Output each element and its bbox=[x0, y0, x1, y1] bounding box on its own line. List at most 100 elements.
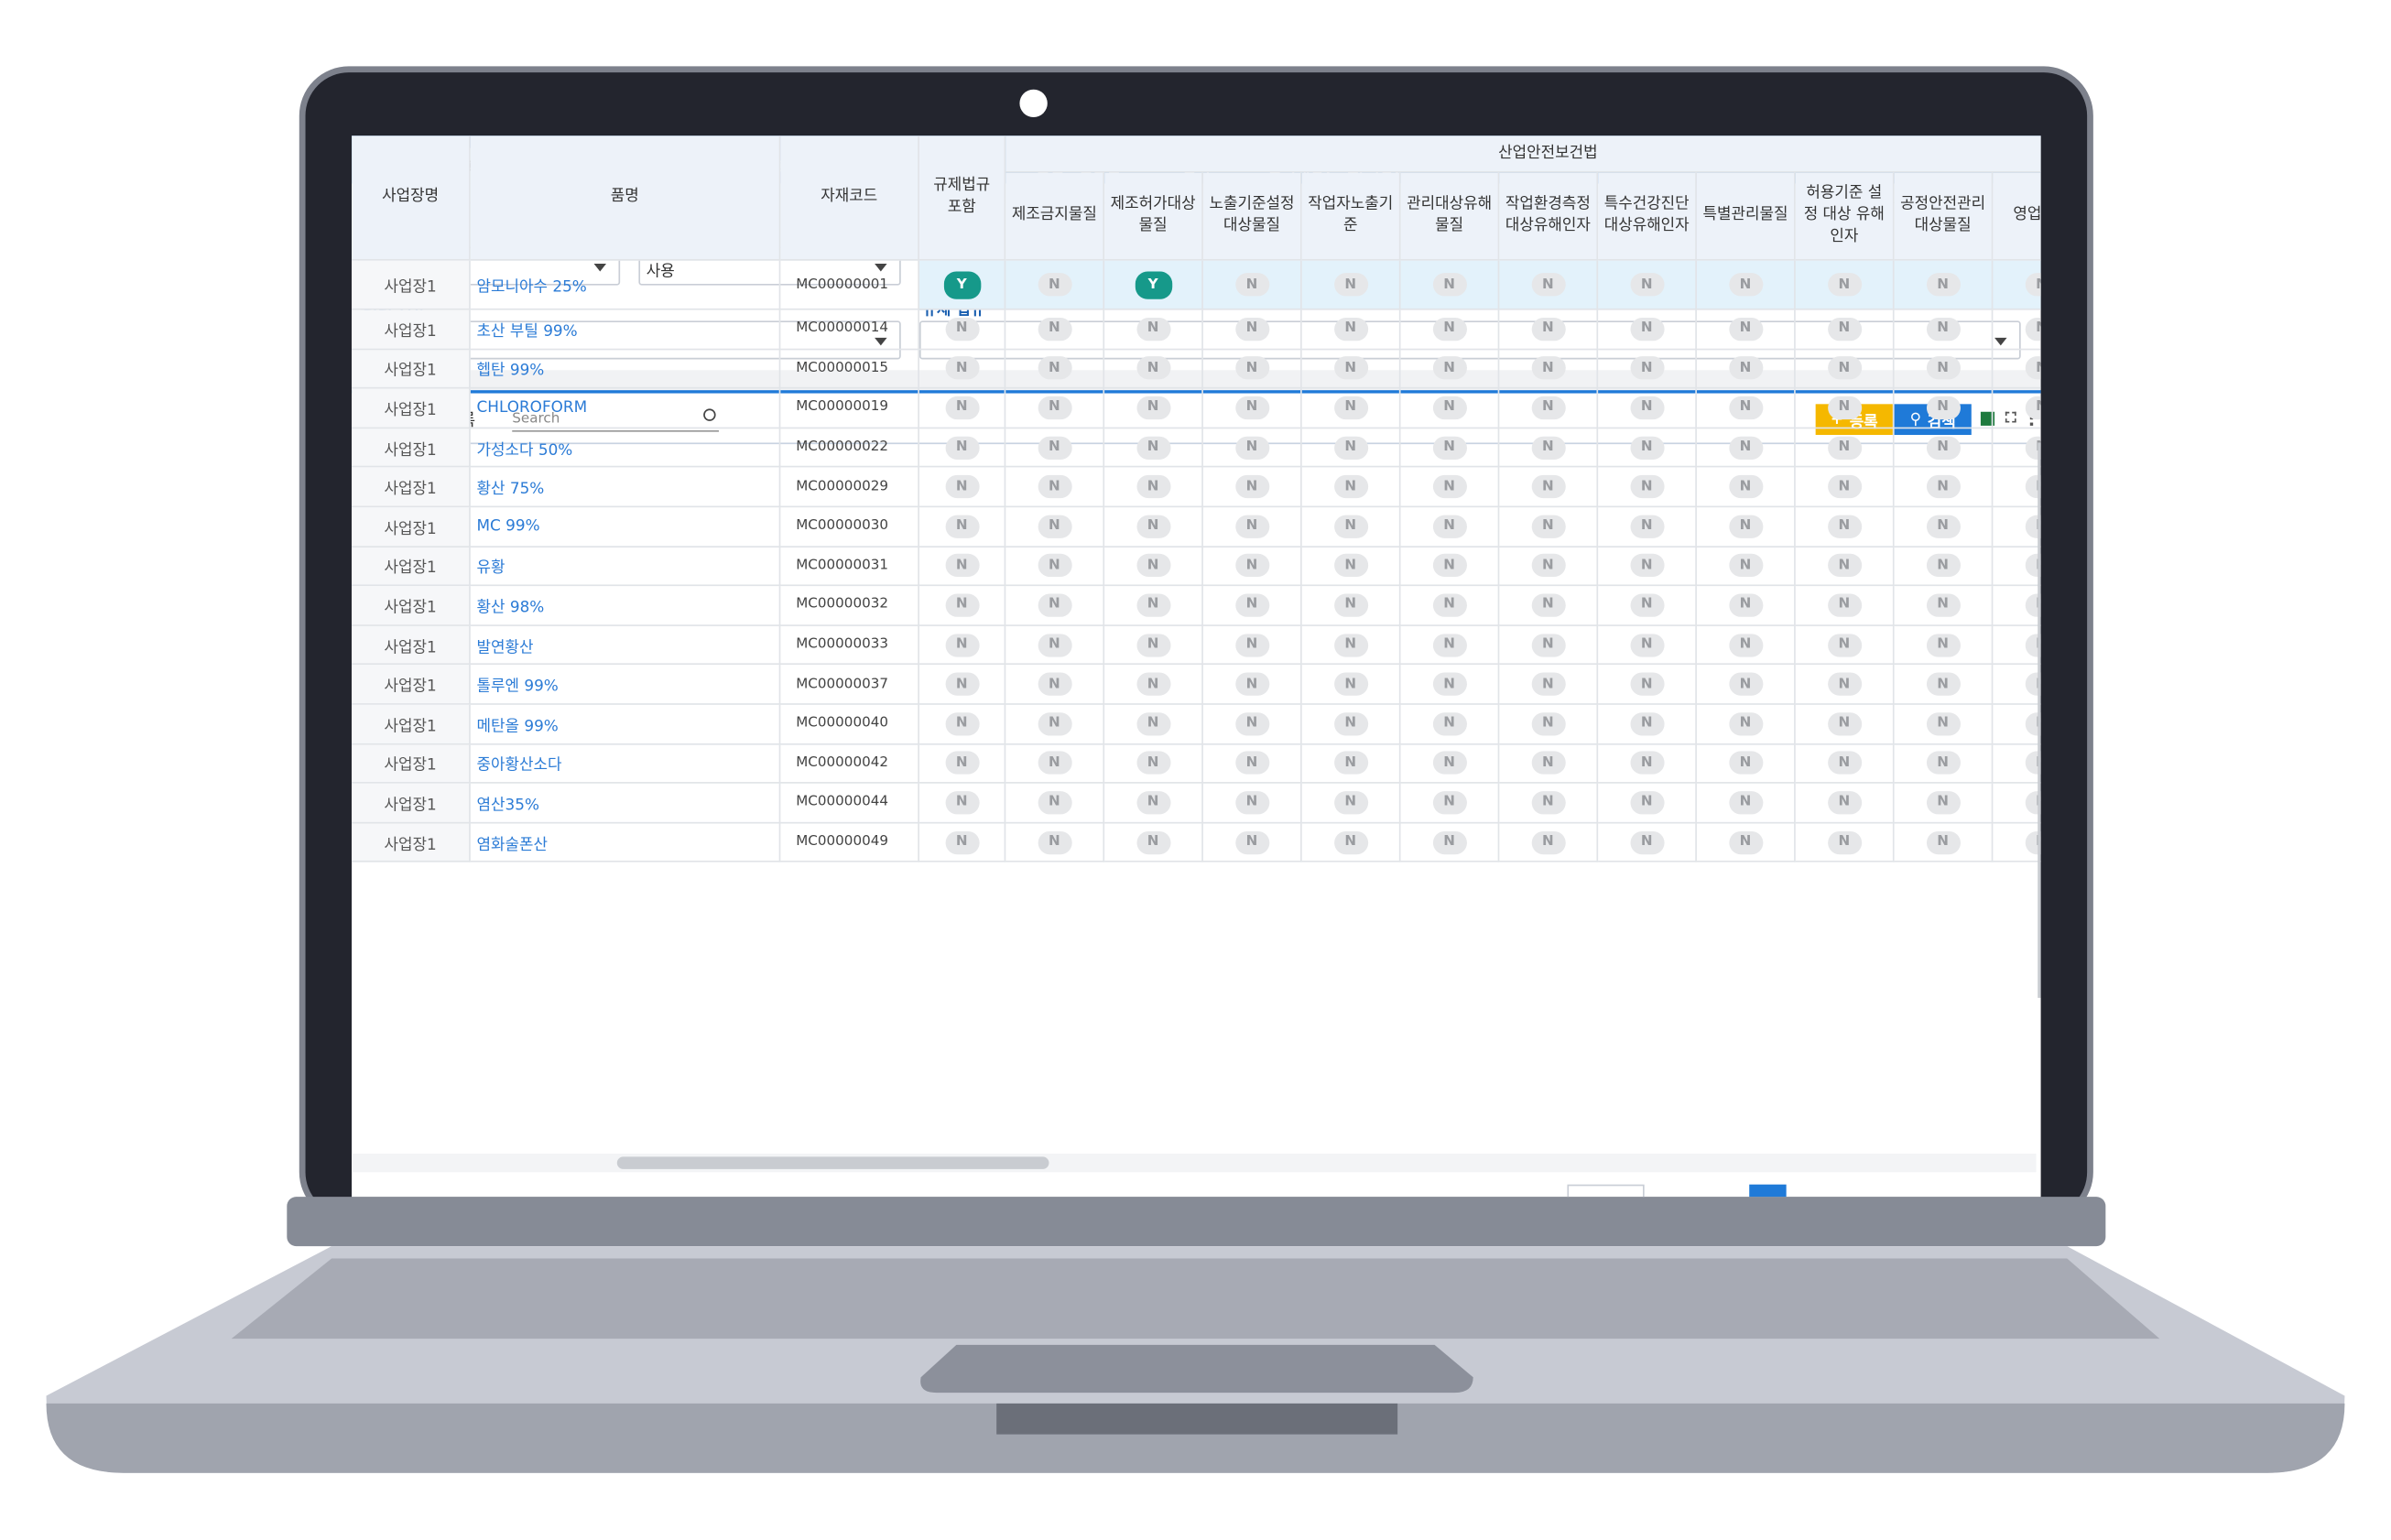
flag-cell: N bbox=[1202, 428, 1302, 469]
flag: N bbox=[1629, 830, 1664, 854]
flag-cell: N bbox=[1104, 586, 1203, 626]
product-name[interactable]: 암모니아수 25% bbox=[470, 260, 781, 310]
flag-cell: N bbox=[1598, 388, 1697, 428]
flag-cell: N bbox=[1202, 547, 1302, 587]
flag: N bbox=[1037, 830, 1071, 854]
product-name[interactable]: 메탄올 99% bbox=[470, 704, 781, 744]
flag: N bbox=[1530, 475, 1565, 499]
flag-cell: N bbox=[1696, 468, 1796, 508]
product-name[interactable]: 톨루엔 99% bbox=[470, 665, 781, 705]
flag: N bbox=[944, 515, 979, 538]
flag-cell: N bbox=[1400, 547, 1500, 587]
product-name[interactable]: CHLOROFORM bbox=[470, 388, 781, 428]
flag-cell: N bbox=[1499, 743, 1599, 785]
flag: N bbox=[1530, 436, 1565, 460]
flag-cell: N bbox=[1696, 309, 1796, 350]
flag: N bbox=[1234, 273, 1269, 297]
product-name[interactable]: 황산 98% bbox=[470, 586, 781, 626]
flag: N bbox=[1234, 830, 1269, 854]
flag: N bbox=[1827, 396, 1862, 420]
filter-select[interactable] bbox=[918, 320, 2021, 360]
product-name[interactable]: 염산35% bbox=[470, 784, 781, 824]
product-name[interactable]: 초산 부틸 99% bbox=[470, 309, 781, 350]
flag-cell: N bbox=[1104, 349, 1203, 389]
flag-cell: N bbox=[1202, 309, 1302, 350]
flag-cell: N bbox=[1894, 625, 1994, 666]
flag-cell: N bbox=[1301, 625, 1401, 666]
column-header: 노출기준설정대상물질 bbox=[1202, 172, 1302, 261]
flag-cell: N bbox=[1104, 743, 1203, 785]
flag-cell: N bbox=[1598, 309, 1697, 350]
search-placeholder: Search bbox=[512, 411, 560, 428]
column-header: 특수건강진단대상유해인자 bbox=[1598, 172, 1697, 261]
site-name: 사업장1 bbox=[352, 784, 471, 824]
search-box[interactable]: Search bbox=[512, 408, 719, 432]
flag: N bbox=[944, 317, 979, 341]
product-name[interactable]: 황산 75% bbox=[470, 468, 781, 508]
flag-cell: N bbox=[918, 743, 1006, 785]
product-name[interactable]: 발연황산 bbox=[470, 625, 781, 666]
product-name[interactable]: 유황 bbox=[470, 547, 781, 587]
flag-cell: N bbox=[1499, 665, 1599, 705]
dropdown-arrow bbox=[875, 337, 887, 346]
flag-cell: N bbox=[1894, 743, 1994, 785]
material-code: MC00000029 bbox=[780, 468, 919, 508]
flag-cell: N bbox=[1499, 784, 1599, 824]
flag: N bbox=[1136, 317, 1170, 341]
site-name: 사업장1 bbox=[352, 428, 471, 469]
flag-cell: N bbox=[1104, 388, 1203, 428]
product-name[interactable]: 가성소다 50% bbox=[470, 428, 781, 469]
flag-cell: N bbox=[1598, 547, 1697, 587]
flag: N bbox=[1827, 273, 1862, 297]
flag-cell: N bbox=[1202, 665, 1302, 705]
screen: ‹화학자재 및 규제 관리×사전평가×화학물질×규제DB업로드×안전보건공단 M… bbox=[352, 136, 2041, 1198]
button-label: 등록 bbox=[1849, 414, 1878, 431]
flag-cell: N bbox=[1993, 468, 2041, 508]
scrollbar-thumb[interactable] bbox=[616, 1156, 1049, 1169]
flag: N bbox=[1530, 554, 1565, 578]
flag: N bbox=[1629, 752, 1664, 775]
product-name[interactable]: 헵탄 99% bbox=[470, 349, 781, 389]
product-name[interactable]: 중아황산소다 bbox=[470, 743, 781, 785]
product-name[interactable]: MC 99% bbox=[470, 507, 781, 548]
flag-cell: N bbox=[1993, 261, 2041, 310]
flag-cell: N bbox=[1795, 547, 1895, 587]
flag-cell: N bbox=[1894, 704, 1994, 744]
flag: N bbox=[944, 593, 979, 617]
flag-cell: N bbox=[1202, 468, 1302, 508]
flag-cell: N bbox=[1005, 468, 1105, 508]
pager-current[interactable] bbox=[1749, 1184, 1787, 1198]
flag-cell: N bbox=[1400, 665, 1500, 705]
flag-cell: N bbox=[1202, 704, 1302, 744]
flag-cell: N bbox=[1894, 586, 1994, 626]
flag: N bbox=[1530, 711, 1565, 736]
flag-cell: N bbox=[1696, 260, 1796, 310]
column-header: 공정안전관리대상물질 bbox=[1894, 172, 1994, 261]
site-name: 사업장1 bbox=[352, 388, 471, 428]
flag: N bbox=[1432, 752, 1467, 775]
site-name: 사업장1 bbox=[352, 823, 471, 863]
flag: N bbox=[1234, 475, 1269, 499]
expand-icon[interactable] bbox=[2005, 411, 2016, 423]
flag: N bbox=[1629, 317, 1664, 341]
flag: N bbox=[944, 752, 979, 775]
excel-icon[interactable] bbox=[1980, 411, 1995, 426]
flag: N bbox=[1136, 356, 1170, 381]
flag: N bbox=[1530, 273, 1565, 297]
column-header: 규제법규 포함 bbox=[918, 136, 1006, 261]
flag-cell: N bbox=[1301, 349, 1401, 389]
flag-cell: N bbox=[1104, 428, 1203, 469]
flag: N bbox=[1530, 317, 1565, 341]
flag: N bbox=[1728, 356, 1763, 381]
flag: N bbox=[1432, 633, 1467, 656]
flag-cell: N bbox=[1400, 625, 1500, 666]
flag-cell: N bbox=[1400, 823, 1500, 863]
flag: N bbox=[1333, 436, 1368, 460]
product-name[interactable]: 염화술폰산 bbox=[470, 823, 781, 863]
flag: N bbox=[1728, 791, 1763, 815]
flag: N bbox=[1234, 436, 1269, 460]
flag-cell: N bbox=[1202, 823, 1302, 863]
flag: N bbox=[1136, 436, 1170, 460]
flag: N bbox=[1530, 396, 1565, 420]
flag: N bbox=[1629, 356, 1664, 381]
